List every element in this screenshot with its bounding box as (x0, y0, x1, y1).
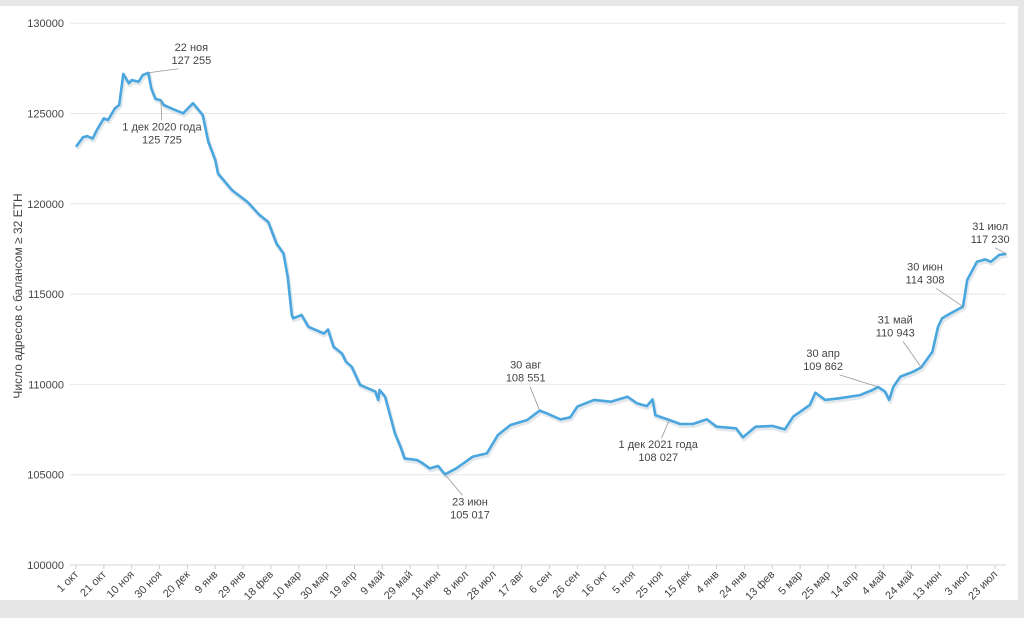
annotation-date: 1 дек 2021 года (619, 439, 699, 451)
x-tick-label: 26 сен (551, 569, 583, 600)
annotation-value: 108 027 (638, 452, 678, 464)
y-tick-label: 100000 (27, 560, 64, 572)
annotation-value: 117 230 (971, 234, 1010, 246)
series-line (74, 71, 1007, 476)
annotation-value: 105 017 (450, 509, 490, 521)
annotation-leader-line (994, 247, 1007, 255)
x-tick-label: 23 июл (966, 569, 1000, 600)
annotation-date: 30 авг (510, 360, 541, 372)
x-tick-label: 15 дек (662, 569, 694, 600)
y-axis-label: Число адресов с балансом ≥ 32 ETH (11, 193, 25, 398)
annotation-date: 30 апр (806, 348, 839, 360)
x-tick-label: 25 ноя (634, 569, 666, 600)
annotation-value: 114 308 (906, 275, 945, 287)
annotation-leader-line (902, 341, 922, 368)
annotation-date: 31 май (878, 314, 913, 326)
series-layer (74, 71, 1008, 479)
x-tick-label: 19 апр (327, 569, 359, 600)
x-tick-label: 13 фев (743, 569, 777, 600)
x-tick-label: 20 дек (161, 569, 193, 600)
annotation-date: 23 июн (452, 496, 488, 508)
x-tick-label: 28 июл (465, 569, 499, 600)
x-tick-label: 18 июн (409, 569, 443, 600)
y-tick-label: 125000 (27, 109, 64, 121)
gridlines (70, 22, 1006, 566)
x-tick-label: 18 фев (242, 569, 276, 600)
annotation-date: 31 июл (972, 221, 1008, 233)
x-tick-label: 21 окт (78, 569, 109, 600)
chart-panel: 100000 105000 110000 115000 120000 125000 1300… (0, 6, 1018, 600)
y-axis-ticks: 100000 105000 110000 115000 120000 125000 1300… (27, 18, 64, 572)
annotation-leader-line (160, 100, 163, 121)
annotation-value: 109 862 (803, 361, 843, 373)
x-tick-label: 16 окт (580, 569, 611, 600)
annotation-leader-line (661, 419, 670, 439)
x-tick-label: 13 июн (911, 569, 945, 600)
series-line-shadow (75, 72, 1008, 479)
y-tick-label: 105000 (27, 470, 64, 482)
annotation-value: 125 725 (142, 134, 182, 146)
x-tick-label: 14 апр (829, 569, 861, 600)
y-tick-label: 110000 (28, 379, 64, 391)
line-chart: 100000 105000 110000 115000 120000 125000 1300… (11, 18, 1010, 600)
x-tick-label: 10 ноя (105, 569, 137, 600)
annotation-date: 30 июн (907, 262, 943, 274)
annotation-date: 22 ноя (175, 42, 208, 54)
y-tick-label: 130000 (27, 18, 64, 30)
annotation-leader-line (444, 474, 463, 496)
annotation-value: 127 255 (172, 55, 212, 67)
y-tick-label: 120000 (27, 199, 64, 211)
x-tick-label: 17 авг (496, 569, 527, 600)
y-tick-label: 115000 (28, 289, 64, 301)
annotation-leader-line (529, 386, 541, 411)
x-tick-label: 25 мар (800, 569, 833, 600)
x-tick-label: 30 мар (298, 569, 331, 600)
annotation-leader-line (839, 374, 879, 388)
annotation-leader-line (148, 68, 179, 74)
annotation-value: 110 943 (876, 327, 915, 339)
x-tick-label: 30 ноя (133, 569, 165, 600)
annotation-leader-line (936, 288, 964, 307)
annotation-value: 108 551 (506, 373, 546, 385)
annotation-date: 1 дек 2020 года (122, 121, 202, 133)
